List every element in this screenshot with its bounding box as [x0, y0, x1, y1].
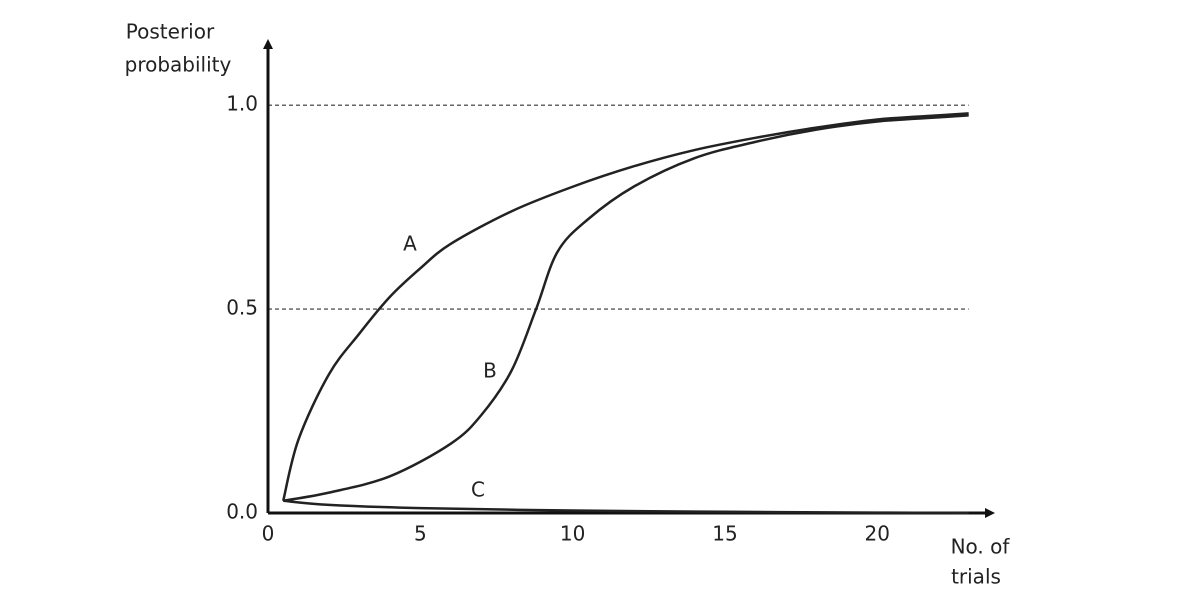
x-tick-label: 20 — [865, 522, 890, 546]
y-tick-label: 0.0 — [226, 500, 258, 524]
x-tick-label: 10 — [560, 522, 585, 546]
x-tick-label: 15 — [712, 522, 737, 546]
y-axis-label: probability — [125, 53, 232, 77]
x-axis-label: No. of — [951, 535, 1011, 559]
series-label: C — [471, 478, 485, 502]
series-label: A — [403, 232, 417, 256]
x-axis-label: trials — [951, 565, 1001, 589]
line — [282, 112, 969, 502]
y-axis-label: Posterior — [126, 20, 215, 44]
x-tick-label: 5 — [414, 522, 427, 546]
series-label: B — [483, 359, 497, 383]
y-tick-label: 0.5 — [226, 296, 258, 320]
line — [283, 499, 969, 515]
y-tick-label: 1.0 — [226, 92, 258, 116]
x-tick-label: 0 — [262, 522, 275, 546]
line — [283, 114, 969, 502]
